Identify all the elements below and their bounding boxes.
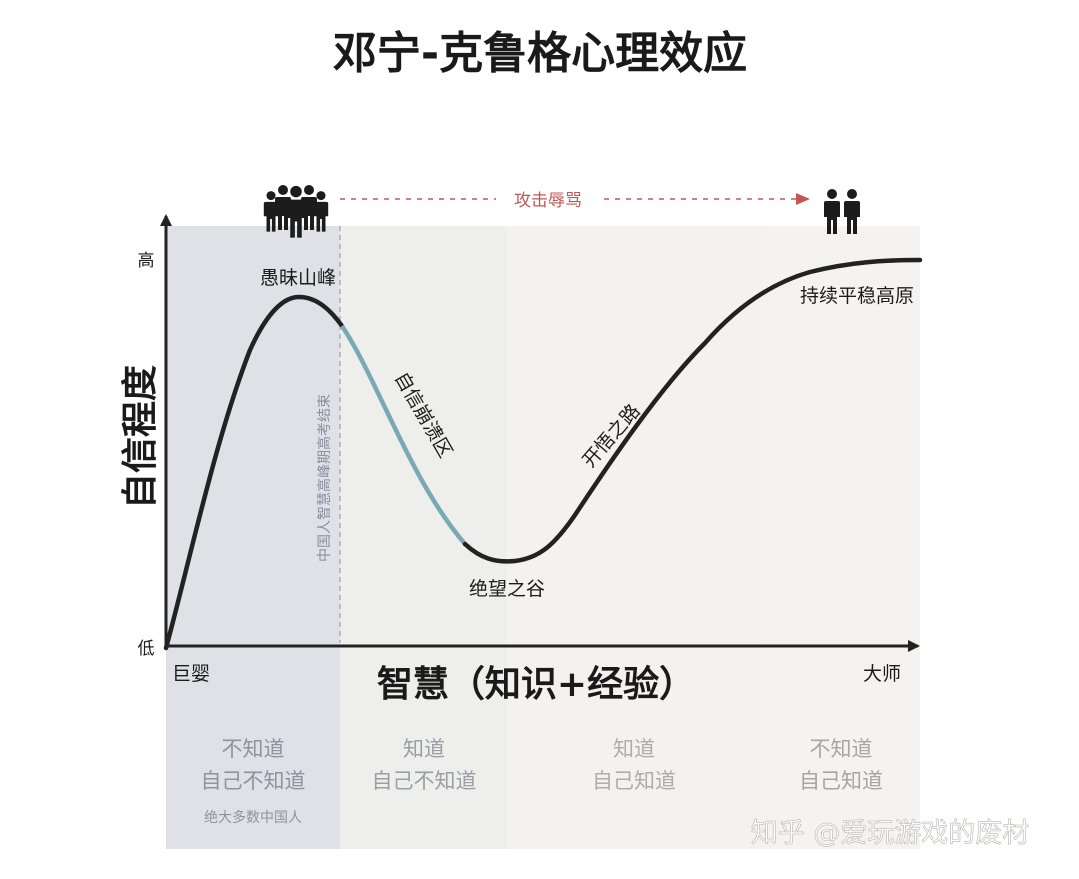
stage-1-line-1: 不知道 xyxy=(222,737,285,761)
stage-2-line-2: 自己不知道 xyxy=(372,769,477,793)
watermark: 知乎 @爱玩游戏的废材 xyxy=(751,818,1030,849)
plateau-label: 持续平稳高原 xyxy=(800,285,914,307)
y-axis-title: 自信程度 xyxy=(120,365,161,509)
zone-2-background xyxy=(340,226,507,849)
valley-label: 绝望之谷 xyxy=(469,578,545,600)
confidence-curve xyxy=(163,294,345,651)
zone-4-background xyxy=(762,226,920,849)
y-axis-high-label: 高 xyxy=(138,251,155,271)
stage-4-line-1: 不知道 xyxy=(810,737,873,761)
x-axis-start-label: 巨婴 xyxy=(172,663,210,685)
stage-4-line-2: 自己知道 xyxy=(799,769,883,793)
y-axis-low-label: 低 xyxy=(138,639,155,659)
stage-2-line-1: 知道 xyxy=(403,737,445,761)
x-axis-end-label: 大师 xyxy=(863,663,901,685)
stage-3-line-1: 知道 xyxy=(613,737,655,761)
attack-label: 攻击辱骂 xyxy=(514,191,582,211)
page-title: 邓宁-克鲁格心理效应 xyxy=(333,28,747,79)
confidence-curve-recovery xyxy=(462,257,923,564)
confidence-curve-decline xyxy=(340,324,467,546)
stage-1-line-2: 自己不知道 xyxy=(201,769,306,793)
stage-1-note: 绝大多数中国人 xyxy=(204,809,302,826)
stage-3-line-2: 自己知道 xyxy=(592,769,676,793)
x-axis-title: 智慧（知识+经验） xyxy=(377,664,695,705)
peak-label: 愚昧山峰 xyxy=(260,267,336,289)
divider-note: 中国人智慧高峰期高考结束 xyxy=(316,394,333,562)
